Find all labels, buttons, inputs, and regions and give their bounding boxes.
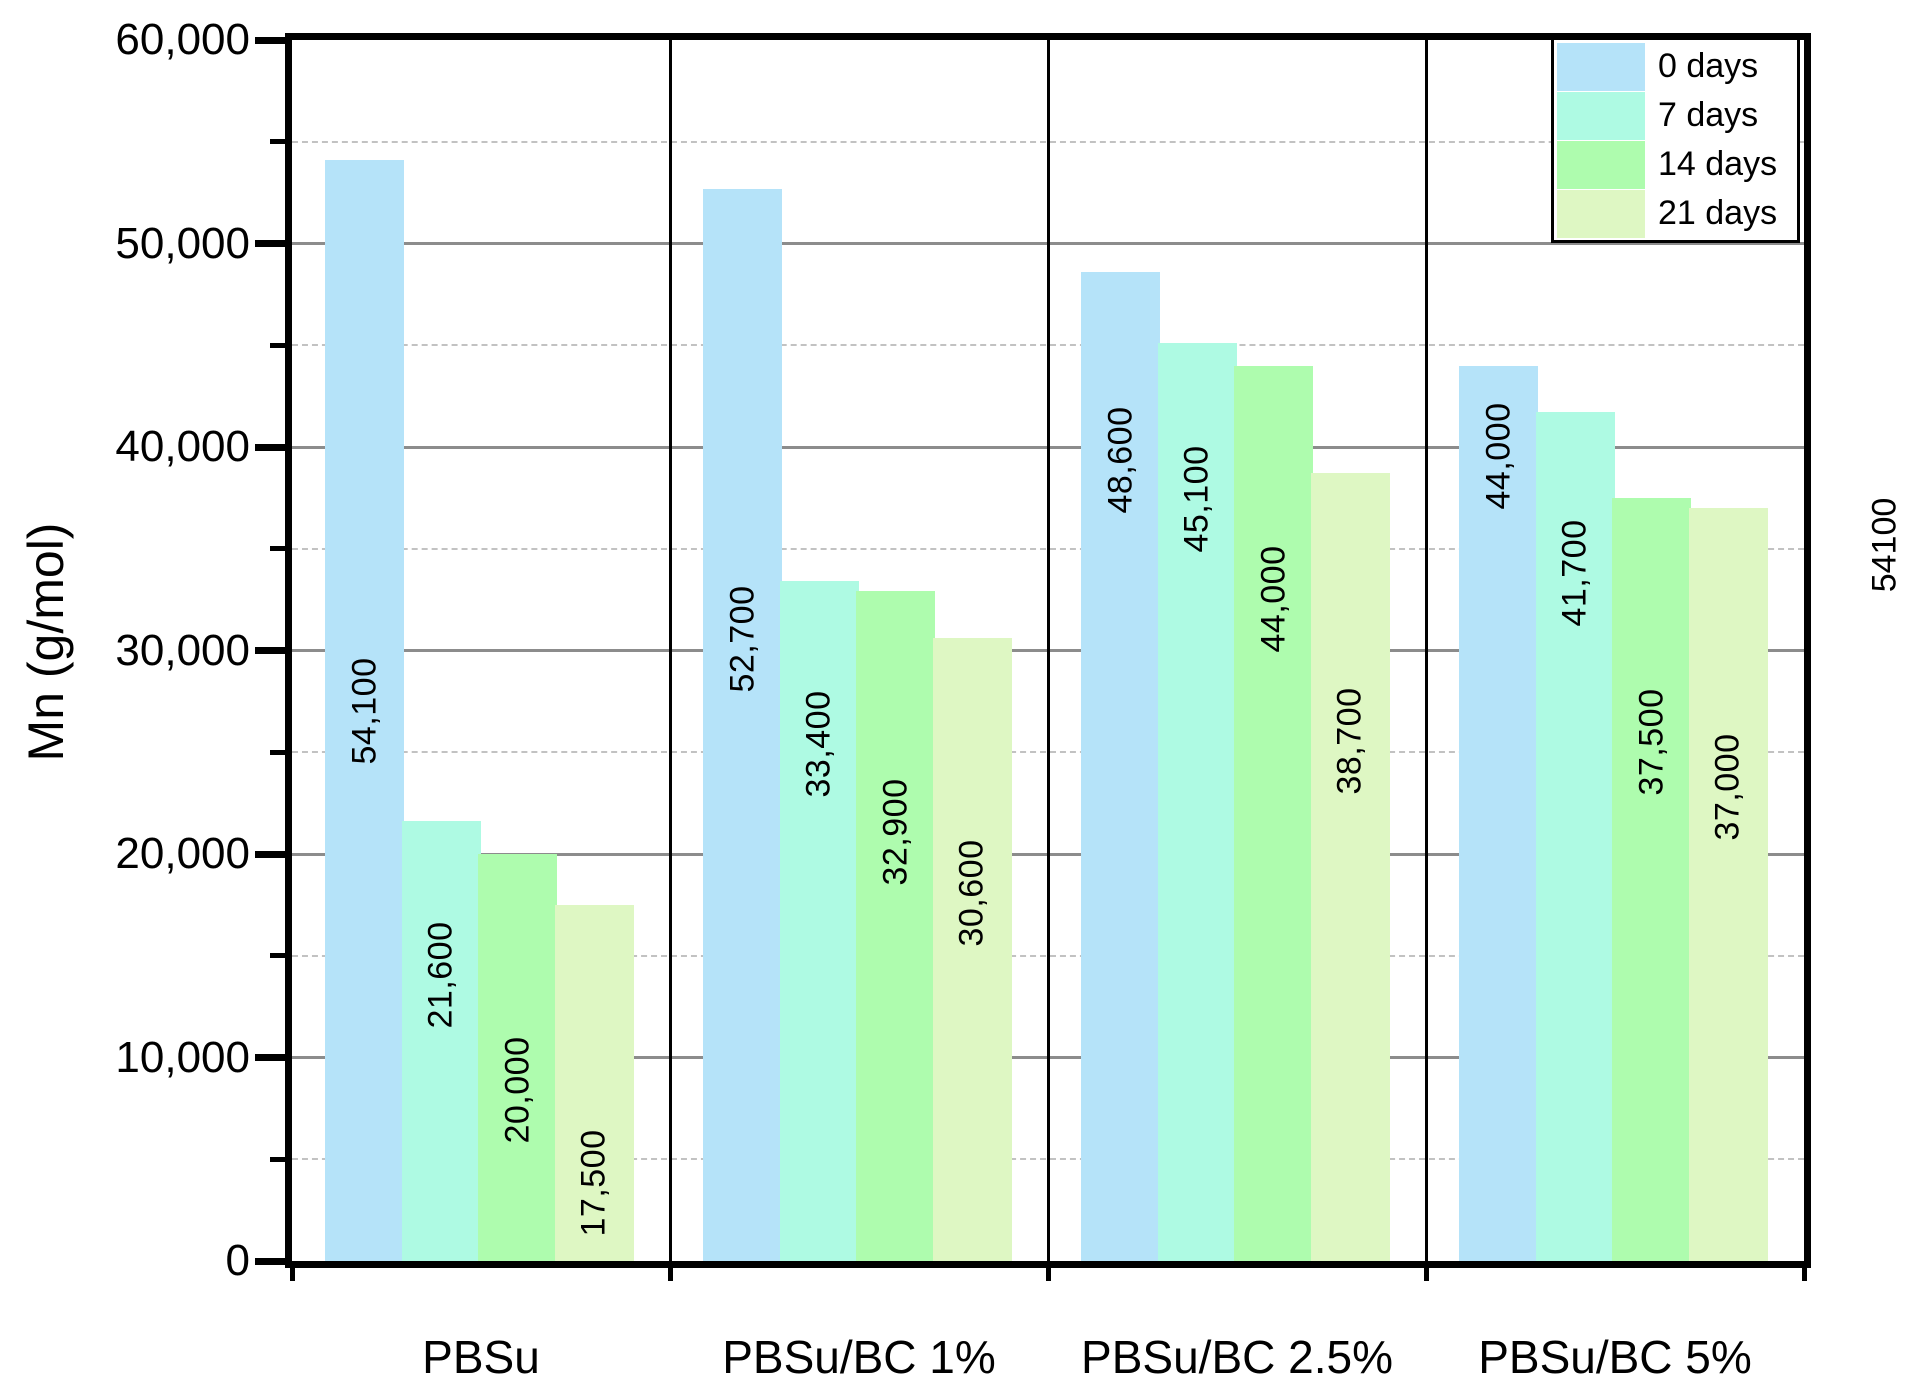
legend-item: 0 days [1557,42,1797,91]
bar-value-label: 21,600 [421,921,460,1029]
plot-area: 54,100 52,700 48,600 44,000 21,600 33,400 45,1… [115,15,1807,1383]
plot-frame [285,33,1811,1268]
group-separator [1424,40,1428,1261]
x-boundary-tick [1801,1268,1807,1281]
x-category-label: PBSu/BC 5% [1478,1331,1752,1383]
legend-item: 7 days [1557,91,1797,140]
bar-value-label: 44,000 [1254,545,1292,653]
bar [932,638,1012,1261]
bar-value-label: 30,600 [952,839,991,947]
legend-label: 14 days [1658,145,1778,183]
x-category-label: PBSu/BC 2.5% [1081,1331,1393,1383]
legend-label: 21 days [1658,194,1778,232]
bar-value-label: 20,000 [498,1036,536,1144]
x-boundary-tick [667,1268,673,1281]
y-major-tick [255,240,285,247]
bar-value-label: 41,700 [1555,519,1594,627]
y-minor-tick [270,953,285,959]
x-category-label: PBSu/BC 1% [722,1331,996,1383]
legend-item: 21 days [1557,189,1797,238]
bar [554,905,634,1261]
bar-value-label: 52,700 [723,585,761,693]
bar [325,160,404,1261]
bar [1157,343,1237,1261]
bar [856,591,935,1261]
bar [1234,366,1313,1261]
bar-value-label: 45,100 [1177,445,1216,553]
y-major-tick [255,647,285,654]
y-tick-label: 60,000 [115,15,250,64]
y-tick-label: 30,000 [115,625,250,675]
group-separator [1046,40,1050,1261]
bar [1081,272,1160,1261]
bar-value-label: 54,100 [345,657,383,764]
legend-label: 0 days [1658,47,1759,85]
y-major-tick [255,1054,285,1061]
x-category-label: PBSu [422,1331,540,1383]
bar [1535,412,1615,1261]
legend-item: 14 days [1557,140,1797,189]
legend-swatch [1557,140,1645,189]
bar-value-label: 33,400 [799,690,838,798]
y-minor-tick [270,342,285,348]
bar-value-label: 17,500 [574,1129,613,1237]
y-major-tick [255,1257,285,1265]
bar-value-label: 48,600 [1101,406,1139,514]
stray-value-annotation: 54100 [1865,497,1904,593]
y-tick-label: 50,000 [115,218,250,268]
bar-value-label: 37,000 [1708,733,1747,841]
legend-label: 7 days [1658,96,1759,134]
bar [401,821,481,1261]
bar [1688,508,1768,1261]
x-boundary-tick [289,1268,295,1281]
bar [1310,473,1390,1261]
y-major-tick [255,36,285,44]
legend: 0 days 7 days 14 days 21 days [1551,37,1800,243]
bar [1612,498,1691,1261]
y-minor-tick [270,546,285,552]
y-axis-title: Mn (g/mol) [18,522,74,762]
bar [1459,366,1538,1261]
x-boundary-tick [1423,1268,1429,1281]
y-minor-tick [270,749,285,755]
bar [779,581,859,1261]
bar-value-label: 37,500 [1632,688,1670,796]
y-minor-tick [270,139,285,145]
y-tick-label: 0 [225,1236,250,1285]
bar-value-label: 32,900 [876,778,914,886]
y-major-tick [255,850,285,858]
group-separator [668,40,672,1261]
y-minor-tick [270,1156,285,1162]
bar [703,189,782,1261]
bar [478,854,557,1261]
y-tick-label: 20,000 [115,829,250,878]
y-major-tick [255,443,285,451]
y-tick-label: 10,000 [115,1032,250,1082]
legend-swatch [1557,42,1645,91]
legend-swatch [1557,91,1645,140]
x-boundary-tick [1045,1268,1051,1281]
bar-value-label: 44,000 [1479,402,1517,509]
chart-canvas: 54,100 52,700 48,600 44,000 21,600 33,400 45,1… [18,15,1904,1383]
legend-swatch [1557,189,1645,238]
y-tick-label: 40,000 [115,422,250,471]
bar-value-label: 38,700 [1330,687,1369,795]
